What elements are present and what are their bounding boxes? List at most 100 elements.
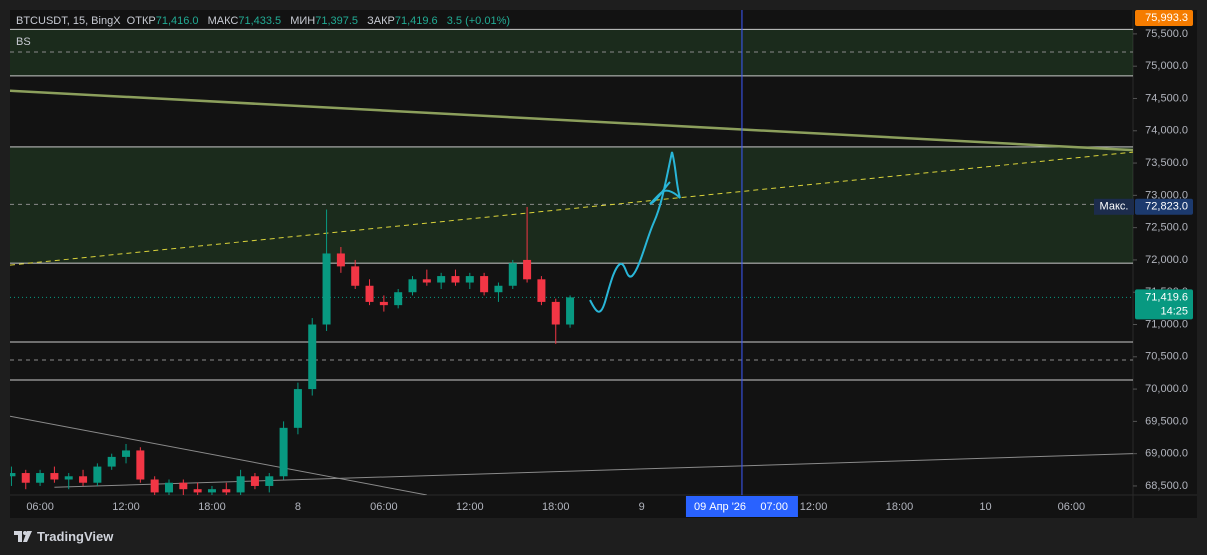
- candle-body: [279, 427, 288, 477]
- high-label: МАКС: [207, 15, 239, 27]
- y-tick-label: 71,000.0: [1145, 318, 1188, 330]
- open-value: 71,416.0: [155, 15, 199, 27]
- plot-area: [10, 10, 1133, 495]
- trend-line: [54, 453, 1133, 488]
- axes: 68,500.0 69,000.0 69,500.0 70,000.0 70,500.0…: [26, 10, 1193, 517]
- max-price-label: 72,823.0: [1145, 201, 1188, 213]
- crosshair-time: 07:00: [760, 501, 788, 513]
- candle-body: [207, 489, 216, 493]
- y-tick-label: 72,500.0: [1145, 222, 1188, 234]
- y-tick-label: 69,500.0: [1145, 415, 1188, 427]
- x-tick-label: 9: [639, 501, 645, 513]
- trend-line: [10, 89, 1133, 152]
- y-tick-label: 73,000.0: [1145, 189, 1188, 201]
- candle-body: [437, 276, 446, 283]
- candle-body: [107, 456, 116, 467]
- candle-body: [480, 276, 489, 293]
- candle-body: [508, 263, 517, 286]
- candle-body: [523, 259, 532, 280]
- candle-body: [537, 279, 546, 302]
- candle-body: [308, 324, 317, 390]
- y-tick-label: 73,500.0: [1145, 157, 1188, 169]
- crosshair-time-badge: [685, 496, 798, 517]
- candle-body: [408, 279, 417, 293]
- open-label: ОТКР: [126, 15, 156, 27]
- candle-body: [293, 389, 302, 428]
- brand-logo: [14, 530, 32, 542]
- y-tick-label: 74,000.0: [1145, 125, 1188, 137]
- brand-name: TradingView: [37, 529, 114, 544]
- x-tick-label: 12:00: [112, 501, 140, 513]
- candle-body: [79, 476, 88, 483]
- top-price-badge: [1135, 10, 1193, 26]
- candle-body: [336, 253, 345, 267]
- close-label: ЗАКР: [367, 15, 395, 27]
- candle-body: [566, 297, 575, 325]
- symbol: BTCUSDT, 15, BingX: [16, 15, 121, 27]
- y-tick-label: 70,000.0: [1145, 383, 1188, 395]
- trend-line: [10, 151, 1133, 266]
- candle-body: [494, 285, 503, 293]
- candle-body: [10, 473, 16, 477]
- candle-body: [379, 301, 388, 306]
- candle-body: [21, 473, 30, 483]
- hand-drawn-arrow: [589, 151, 681, 313]
- y-tick-label: 70,500.0: [1145, 351, 1188, 363]
- last-price-label: 71,419.6: [1145, 291, 1188, 303]
- candle-body: [164, 482, 173, 493]
- candle-body: [451, 276, 460, 283]
- y-tick-label: 75,500.0: [1145, 28, 1188, 40]
- x-tick-label: 8: [295, 501, 301, 513]
- low-label: МИН: [290, 15, 316, 27]
- zone: [10, 28, 1133, 77]
- candle-body: [193, 489, 202, 493]
- candle-body: [50, 473, 59, 480]
- change-value: 3.5 (+0.01%): [446, 15, 511, 27]
- candle-body: [36, 473, 45, 483]
- candle-body: [179, 482, 188, 490]
- top-price-label: 75,993.3: [1145, 12, 1188, 24]
- x-tick-label: 10: [979, 501, 991, 513]
- candle-body: [122, 450, 131, 457]
- legend-header: BTCUSDT, 15, BingX ОТКР71,416.0 МАКС71,4…: [16, 15, 516, 27]
- candle-body: [250, 476, 259, 486]
- countdown-label: 14:25: [1160, 305, 1188, 317]
- candle-body: [394, 292, 403, 306]
- max-text-badge: [1094, 198, 1134, 215]
- trend-line: [10, 415, 427, 495]
- candle-body: [64, 476, 73, 480]
- x-tick-label: 06:00: [26, 501, 54, 513]
- x-tick-label: 06:00: [1058, 501, 1086, 513]
- candle-body: [465, 276, 474, 283]
- candle-body: [422, 279, 431, 283]
- high-value: 71,433.5: [238, 15, 282, 27]
- indicator-label[interactable]: BS: [16, 36, 31, 48]
- y-tick-label: 72,000.0: [1145, 254, 1188, 266]
- zone: [10, 146, 1133, 264]
- y-tick-label: 74,500.0: [1145, 92, 1188, 104]
- candle-body: [365, 285, 374, 302]
- x-tick-label: 18:00: [542, 501, 570, 513]
- max-price-badge: [1135, 198, 1193, 215]
- max-text: Макс.: [1100, 201, 1129, 213]
- brand[interactable]: TradingView: [14, 529, 113, 544]
- candle-body: [150, 479, 159, 493]
- candle-body: [322, 253, 331, 325]
- y-tick-label: 68,500.0: [1145, 480, 1188, 492]
- candle-body: [265, 476, 274, 486]
- candle-body: [236, 476, 245, 493]
- candle-body: [136, 450, 145, 480]
- x-tick-label: 18:00: [886, 501, 914, 513]
- last-price-badge: [1135, 289, 1193, 320]
- y-tick-label: 75,000.0: [1145, 60, 1188, 72]
- candle-body: [351, 266, 360, 286]
- x-tick-label: 12:00: [456, 501, 484, 513]
- candle-body: [551, 301, 560, 325]
- crosshair-date: 09 Апр '26: [694, 501, 746, 513]
- x-tick-label: 18:00: [198, 501, 226, 513]
- x-tick-label: 06:00: [370, 501, 398, 513]
- y-tick-label: 69,000.0: [1145, 448, 1188, 460]
- chart-background: [10, 10, 1197, 518]
